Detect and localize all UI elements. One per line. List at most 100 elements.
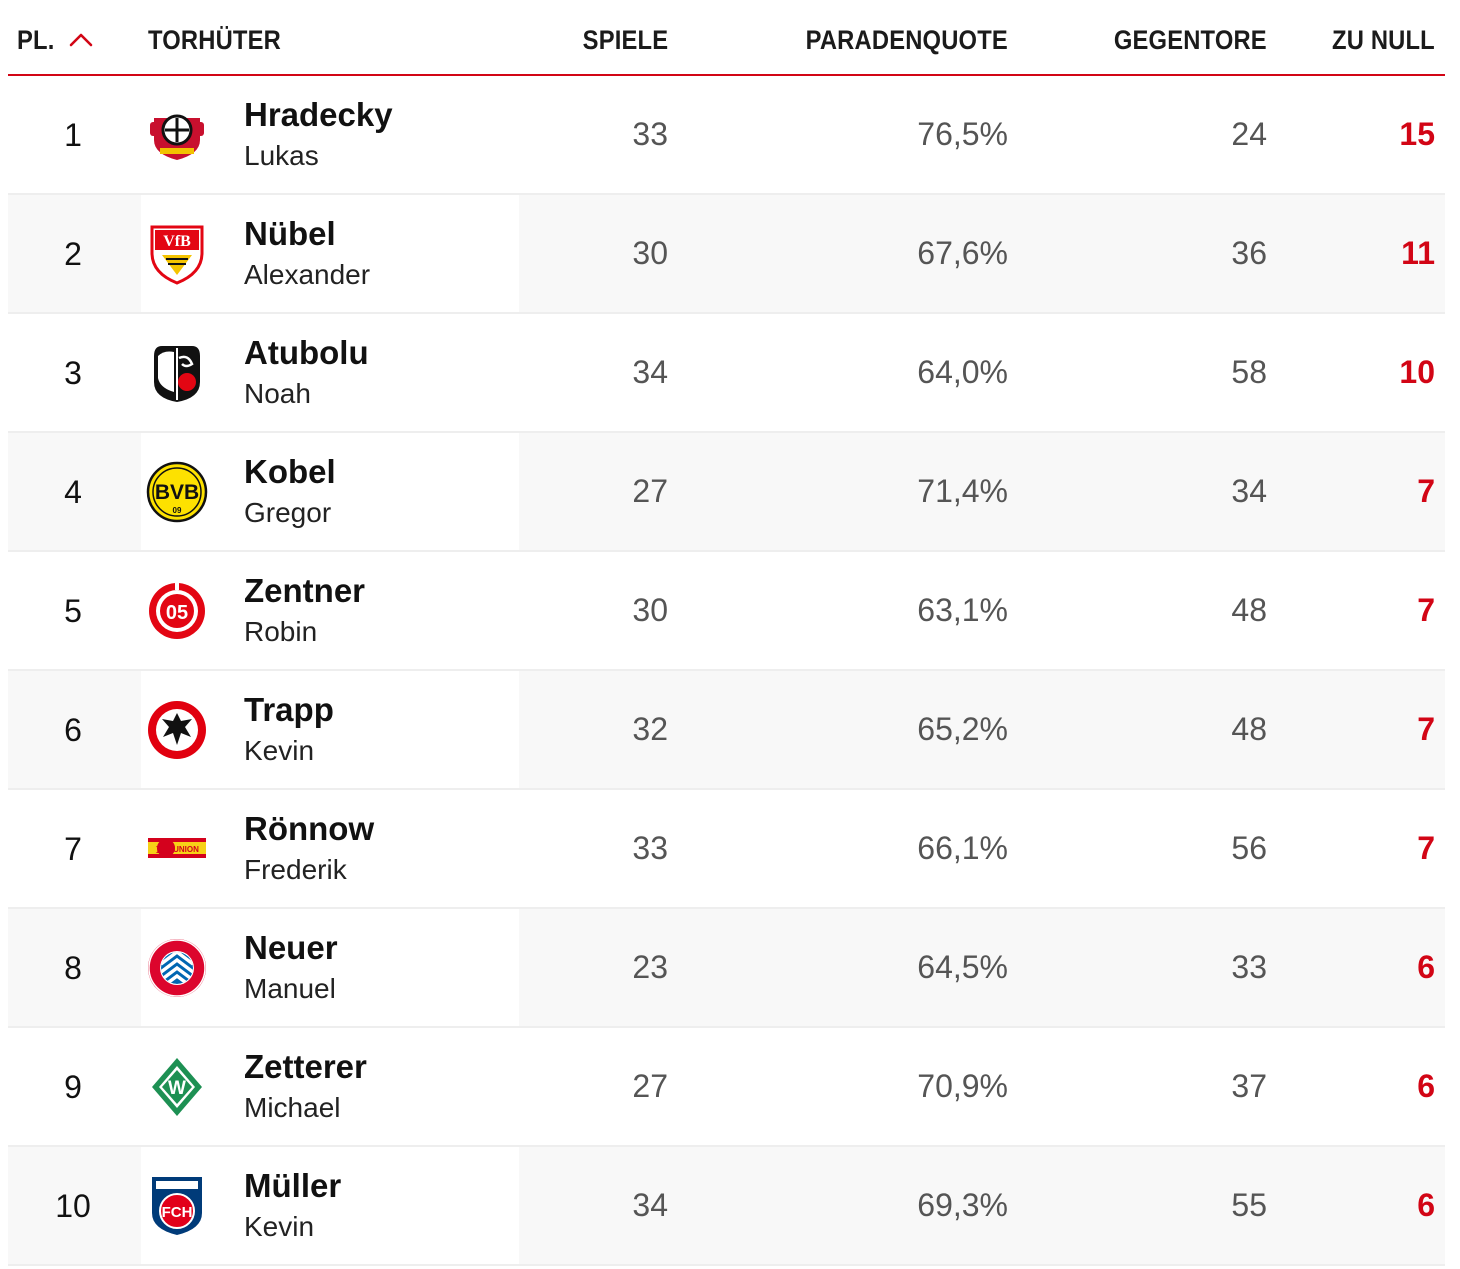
rank: 6 bbox=[64, 712, 82, 748]
player-lastname[interactable]: Kobel bbox=[244, 453, 336, 490]
games-value: 33 bbox=[632, 116, 668, 152]
clean-sheets-value: 15 bbox=[1399, 116, 1435, 152]
clean-sheets-value: 6 bbox=[1417, 1187, 1435, 1223]
save-rate-value: 71,4% bbox=[917, 473, 1008, 509]
svg-text:05: 05 bbox=[166, 602, 188, 624]
rank: 7 bbox=[64, 831, 82, 867]
table-row[interactable]: 5 05 Zentner Robin 30 63,1% 48 7 bbox=[8, 552, 1445, 671]
header-games[interactable]: SPIELE bbox=[582, 25, 668, 55]
goals-against-value: 34 bbox=[1231, 473, 1267, 509]
table-row[interactable]: 8 Neuer Manuel 23 64,5% 33 6 bbox=[8, 909, 1445, 1028]
freiburg-crest-icon bbox=[146, 342, 208, 404]
player-cell bbox=[141, 195, 519, 312]
save-rate-value: 76,5% bbox=[917, 116, 1008, 152]
player-firstname: Frederik bbox=[244, 854, 347, 885]
goals-against-value: 48 bbox=[1231, 711, 1267, 747]
save-rate-value: 66,1% bbox=[917, 830, 1008, 866]
header-clean-sheets[interactable]: ZU NULL bbox=[1332, 25, 1435, 55]
table-row[interactable]: 4 BVB 09 Kobel Gregor 27 71,4% 34 7 bbox=[8, 433, 1445, 552]
player-lastname[interactable]: Atubolu bbox=[244, 334, 369, 371]
games-value: 27 bbox=[632, 473, 668, 509]
games-value: 34 bbox=[632, 354, 668, 390]
dortmund-crest-icon: BVB 09 bbox=[146, 461, 208, 523]
frankfurt-crest-icon bbox=[146, 699, 208, 761]
goals-against-value: 55 bbox=[1231, 1187, 1267, 1223]
header-goals-against[interactable]: GEGENTORE bbox=[1114, 25, 1267, 55]
clean-sheets-value: 11 bbox=[1401, 235, 1435, 271]
clean-sheets-value: 10 bbox=[1399, 354, 1435, 390]
table-row[interactable]: 9 W Zetterer Michael 27 70,9% 37 6 bbox=[8, 1028, 1445, 1147]
player-firstname: Kevin bbox=[244, 735, 315, 766]
union-berlin-crest-icon: UNION 1. bbox=[146, 818, 208, 880]
svg-text:1.: 1. bbox=[155, 842, 164, 856]
rank: 10 bbox=[55, 1188, 91, 1224]
player-lastname[interactable]: Trapp bbox=[244, 691, 334, 728]
player-firstname: Noah bbox=[244, 378, 311, 409]
games-value: 34 bbox=[632, 1187, 668, 1223]
player-lastname[interactable]: Rönnow bbox=[244, 810, 375, 847]
player-cell bbox=[141, 314, 519, 431]
save-rate-value: 69,3% bbox=[917, 1187, 1008, 1223]
player-lastname[interactable]: Nübel bbox=[244, 215, 336, 252]
chevron-up-icon bbox=[69, 33, 92, 47]
table-row[interactable]: 3 Atubolu Noah 34 64,0% 58 10 bbox=[8, 314, 1445, 433]
goals-against-value: 56 bbox=[1231, 830, 1267, 866]
table-header: PL. TORHÜTER SPIELE PARADENQUOTE GEGENTO… bbox=[8, 0, 1445, 76]
save-rate-value: 67,6% bbox=[917, 235, 1008, 271]
sort-by-rank-button[interactable]: PL. bbox=[17, 25, 94, 55]
svg-text:W: W bbox=[168, 1078, 186, 1099]
player-firstname: Alexander bbox=[244, 259, 371, 290]
save-rate-value: 64,5% bbox=[917, 949, 1008, 985]
table-row[interactable]: 1 Hradecky Lukas 33 76,5% 24 15 bbox=[8, 76, 1445, 195]
games-value: 30 bbox=[632, 592, 668, 628]
player-cell bbox=[141, 1147, 519, 1264]
clean-sheets-value: 6 bbox=[1417, 949, 1435, 985]
svg-text:VfB: VfB bbox=[163, 233, 191, 250]
player-firstname: Kevin bbox=[244, 1211, 315, 1242]
mainz-crest-icon: 05 bbox=[146, 580, 208, 642]
goals-against-value: 33 bbox=[1231, 949, 1267, 985]
clean-sheets-value: 7 bbox=[1417, 592, 1435, 628]
goals-against-value: 36 bbox=[1231, 235, 1267, 271]
player-firstname: Manuel bbox=[244, 973, 336, 1004]
goals-against-value: 24 bbox=[1231, 116, 1267, 152]
heidenheim-crest-icon: FCH bbox=[146, 1175, 208, 1237]
player-cell bbox=[141, 1028, 519, 1145]
goals-against-value: 58 bbox=[1231, 354, 1267, 390]
clean-sheets-value: 7 bbox=[1417, 711, 1435, 747]
header-save-rate[interactable]: PARADENQUOTE bbox=[805, 25, 1008, 55]
bremen-crest-icon: W bbox=[146, 1056, 208, 1118]
player-lastname[interactable]: Zentner bbox=[244, 572, 366, 609]
goals-against-value: 37 bbox=[1231, 1068, 1267, 1104]
table-row[interactable]: 6 Trapp Kevin 32 65,2% 48 7 bbox=[8, 671, 1445, 790]
header-goalkeeper[interactable]: TORHÜTER bbox=[148, 25, 281, 55]
player-firstname: Lukas bbox=[244, 140, 319, 171]
svg-text:UNION: UNION bbox=[173, 845, 199, 854]
table-row[interactable]: 10 FCH Müller Kevin 34 69,3% 55 6 bbox=[8, 1147, 1445, 1266]
player-lastname[interactable]: Zetterer bbox=[244, 1048, 367, 1085]
clean-sheets-value: 7 bbox=[1417, 473, 1435, 509]
player-firstname: Robin bbox=[244, 616, 318, 647]
save-rate-value: 65,2% bbox=[917, 711, 1008, 747]
save-rate-value: 70,9% bbox=[917, 1068, 1008, 1104]
svg-text:BVB: BVB bbox=[155, 481, 199, 504]
player-firstname: Gregor bbox=[244, 497, 332, 528]
rank: 3 bbox=[64, 355, 82, 391]
games-value: 23 bbox=[632, 949, 668, 985]
leverkusen-crest-icon bbox=[146, 104, 208, 166]
svg-text:FCH: FCH bbox=[162, 1204, 193, 1221]
save-rate-value: 64,0% bbox=[917, 354, 1008, 390]
player-firstname: Michael bbox=[244, 1092, 341, 1123]
goalkeeper-table: PL. TORHÜTER SPIELE PARADENQUOTE GEGENTO… bbox=[8, 0, 1445, 1266]
save-rate-value: 63,1% bbox=[917, 592, 1008, 628]
games-value: 32 bbox=[632, 711, 668, 747]
clean-sheets-value: 7 bbox=[1417, 830, 1435, 866]
player-cell bbox=[141, 76, 519, 193]
rank: 4 bbox=[64, 474, 82, 510]
player-lastname[interactable]: Müller bbox=[244, 1167, 342, 1204]
svg-text:09: 09 bbox=[173, 506, 182, 515]
table-row[interactable]: 7 UNION 1. Rönnow Frederik 33 66,1% 56 7 bbox=[8, 790, 1445, 909]
table-row[interactable]: 2 VfB Nübel Alexander 30 67,6% 36 11 bbox=[8, 195, 1445, 314]
player-lastname[interactable]: Neuer bbox=[244, 929, 338, 966]
player-lastname[interactable]: Hradecky bbox=[244, 96, 393, 133]
